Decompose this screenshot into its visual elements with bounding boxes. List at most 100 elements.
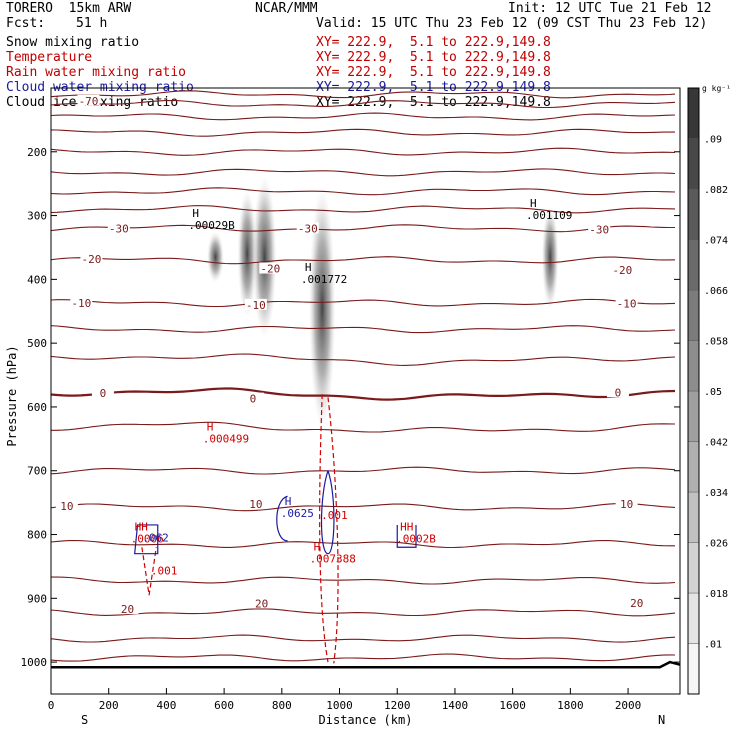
isotherm-label: -20 [612, 264, 632, 277]
x-tick-label: 1800 [557, 699, 584, 712]
field-xsec-rain: XY= 222.9, 5.1 to 222.9,149.8 [316, 65, 551, 80]
field-xsec-snow: XY= 222.9, 5.1 to 222.9,149.8 [316, 35, 551, 50]
isotherm-label-bg [80, 252, 103, 264]
colorbar-tick-label: .018 [704, 589, 728, 600]
x-tick-label: 0 [48, 699, 55, 712]
x-tick-label: 600 [214, 699, 234, 712]
rain-max-marker: H [207, 420, 214, 433]
y-tick-label: 1000 [21, 656, 48, 669]
isotherm-label-bg [244, 497, 267, 509]
isotherm [50, 112, 676, 121]
colorbar-segment [687, 643, 700, 695]
isotherm-label: 10 [60, 500, 73, 513]
field-xsec-cloud-water: XY= 222.9, 5.1 to 222.9,149.8 [316, 80, 551, 95]
isotherm [50, 466, 676, 475]
y-tick-label: 300 [27, 210, 47, 223]
isotherm-label-bg [70, 296, 93, 308]
fcst-label: Fcst: [6, 16, 46, 31]
x-tick-label: 400 [156, 699, 176, 712]
colorbar-segment [687, 542, 700, 594]
plot-frame [50, 87, 681, 695]
isotherm-label: 10 [620, 498, 633, 511]
field-xsec-cloud-ice: XY= 222.9, 5.1 to 222.9,149.8 [316, 95, 551, 110]
isotherm-label: -30 [109, 222, 129, 235]
rain-max-value: .0002B [396, 533, 436, 546]
colorbar-tick-label: .066 [704, 286, 728, 297]
snow-shading [541, 205, 559, 309]
y-tick-label: 200 [27, 146, 47, 159]
y-axis-label: Pressure (hPa) [5, 345, 19, 446]
isotherm--20 [50, 256, 676, 265]
snow-max-value: .001772 [301, 273, 347, 286]
model-title: TORERO 15km ARW [6, 1, 132, 16]
rain-max-value: .001 [321, 509, 348, 522]
snow-shading [309, 187, 336, 429]
isotherm-label-bg [107, 222, 130, 234]
isotherm-label-bg [250, 597, 273, 609]
rain-contour [327, 397, 339, 664]
x-axis-label: Distance (km) [319, 713, 413, 727]
cloud-water-contour [396, 524, 417, 548]
colorbar-unit: g kg⁻¹ [702, 84, 731, 93]
isotherm-0 [50, 387, 676, 401]
colorbar-tick-label: .042 [704, 438, 728, 449]
isotherm [50, 576, 676, 585]
colorbar-tick-label: .01 [704, 640, 722, 651]
isotherm-label-bg [611, 263, 634, 275]
snow-max-value: .001109 [526, 209, 572, 222]
y-tick-label: 500 [27, 337, 47, 350]
cloud-water-contour [320, 470, 335, 555]
field-name-snow: Snow mixing ratio [6, 35, 140, 50]
x-tick-label: 2000 [615, 699, 642, 712]
isotherm [51, 421, 676, 433]
isotherm-label-bg [244, 298, 267, 310]
rain-max-value: .001 [151, 565, 178, 578]
isotherm-label-bg [55, 499, 78, 511]
isotherm-label-bg [615, 497, 638, 509]
x-end-label-right: N [658, 713, 665, 727]
snow-shading [207, 231, 224, 283]
isotherm-label: 0 [250, 393, 257, 406]
isotherm-label: 20 [255, 597, 268, 610]
colorbar-segment [687, 239, 700, 291]
field-name-cloud-water: Cloud water mixing ratio [6, 80, 194, 95]
colorbar-segment [687, 491, 700, 543]
rain-max-value: .0006 [131, 533, 164, 546]
isotherm [50, 325, 676, 334]
isotherm [50, 187, 676, 196]
rain-max-marker: HH [400, 521, 413, 534]
y-tick-label: 600 [27, 401, 47, 414]
x-tick-label: 1200 [384, 699, 411, 712]
x-end-label-left: S [81, 713, 88, 727]
field-name-rain: Rain water mixing ratio [6, 65, 187, 80]
snow-max-marker: H [530, 197, 537, 210]
isotherm-label: -10 [617, 298, 637, 311]
isotherm-label: 20 [630, 597, 643, 610]
isotherm [50, 168, 676, 177]
isotherm-10 [50, 503, 676, 512]
rain-max-marker: HH [135, 521, 148, 534]
isotherm [50, 539, 675, 549]
snow-max-marker: H [305, 261, 312, 274]
isotherm-label: -30 [589, 224, 609, 237]
isotherm-label-bg [259, 262, 282, 274]
isotherm-label-bg [615, 297, 638, 309]
colorbar-tick-label: .09 [704, 135, 722, 146]
cloud-water-max-value: .062 [142, 531, 169, 544]
org-label: NCAR/MMM [255, 1, 318, 16]
isotherm--10 [50, 298, 676, 308]
colorbar-tick-label: .074 [704, 236, 728, 247]
rain-contour [319, 394, 329, 663]
isotherm-label-bg [625, 596, 648, 608]
isotherm-label: -20 [81, 253, 101, 266]
isotherm-label-bg [606, 386, 629, 398]
colorbar-segment [687, 138, 700, 190]
field-xsec-temperature: XY= 222.9, 5.1 to 222.9,149.8 [316, 50, 551, 65]
colorbar-tick-label: .026 [704, 539, 728, 550]
colorbar-segment [687, 340, 700, 392]
isotherm [50, 653, 676, 662]
cloud-water-max-value: .0625 [281, 507, 314, 520]
colorbar-frame [687, 87, 700, 695]
x-tick-label: 1600 [499, 699, 526, 712]
